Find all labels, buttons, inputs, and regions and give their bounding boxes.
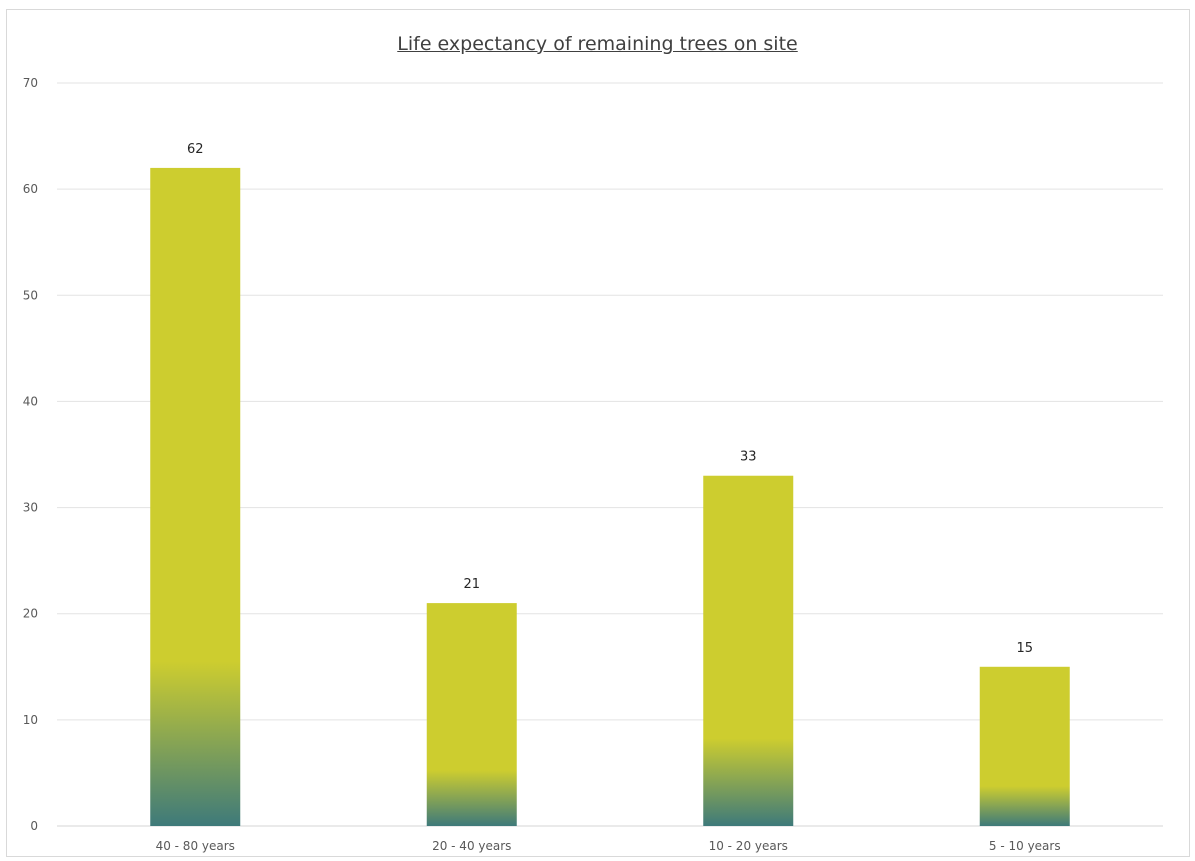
chart-title: Life expectancy of remaining trees on si… (397, 33, 798, 55)
x-tick-label: 10 - 20 years (709, 839, 788, 853)
gridlines (57, 82, 1163, 827)
data-label: 62 (187, 142, 204, 157)
data-label: 21 (463, 577, 480, 592)
y-tick-label: 30 (23, 501, 38, 515)
data-label: 33 (740, 450, 757, 465)
y-tick-label: 0 (30, 819, 38, 833)
data-labels: 62 21 33 15 (187, 142, 1033, 656)
y-tick-label: 60 (23, 182, 38, 196)
data-label: 15 (1016, 641, 1033, 656)
x-tick-label: 40 - 80 years (156, 839, 235, 853)
bar (150, 167, 241, 826)
y-axis-ticks: 0 10 20 30 40 50 60 70 (23, 76, 38, 833)
bar (703, 475, 794, 826)
x-tick-label: 20 - 40 years (432, 839, 511, 853)
y-tick-label: 70 (23, 76, 38, 90)
x-axis-ticks: 40 - 80 years 20 - 40 years 10 - 20 years 5… (156, 839, 1061, 853)
bars (150, 167, 1070, 826)
y-tick-label: 50 (23, 288, 38, 302)
bar (979, 666, 1070, 826)
y-tick-label: 40 (23, 394, 38, 408)
x-tick-label: 5 - 10 years (989, 839, 1061, 853)
y-tick-label: 20 (23, 607, 38, 621)
bar (426, 603, 517, 826)
y-tick-label: 10 (23, 713, 38, 727)
